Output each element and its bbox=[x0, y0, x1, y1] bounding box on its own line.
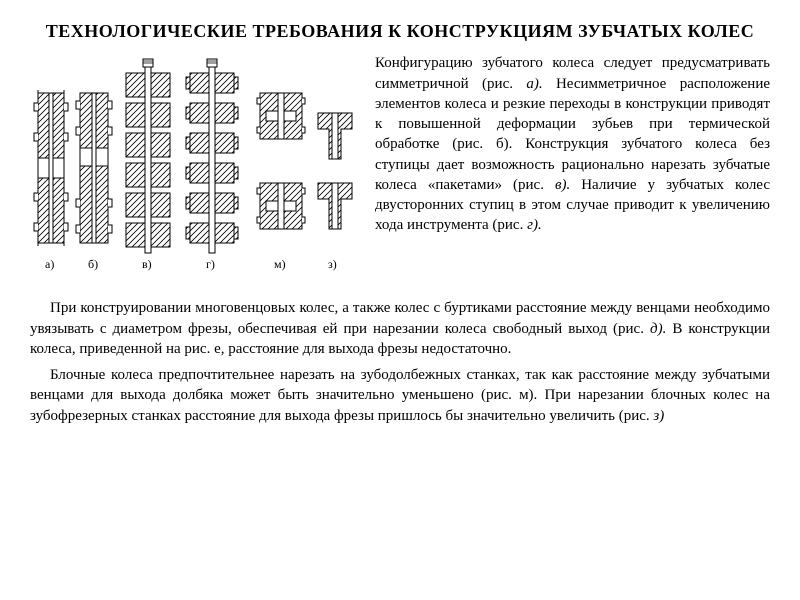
label-g: г) bbox=[206, 257, 215, 271]
label-v: в) bbox=[142, 257, 152, 271]
side-text: Конфигурацию зубчатого колеса следует пр… bbox=[375, 53, 770, 283]
top-section: а) б) в) bbox=[30, 53, 770, 283]
ref-v: в). bbox=[555, 177, 570, 193]
ref-g: г). bbox=[527, 217, 542, 233]
ref-z: з) bbox=[653, 408, 664, 424]
label-b: б) bbox=[88, 257, 98, 271]
lower-text: При конструировании многовенцовых колес,… bbox=[30, 298, 770, 426]
label-z: з) bbox=[328, 257, 337, 271]
ref-a: а). bbox=[526, 76, 542, 92]
gear-diagram: а) б) в) bbox=[30, 53, 360, 283]
side-p2: Несимметричное расположение элементов ко… bbox=[375, 76, 770, 193]
label-m: м) bbox=[274, 257, 286, 271]
label-a: а) bbox=[45, 257, 54, 271]
ref-d: д). bbox=[650, 321, 666, 337]
page-title: ТЕХНОЛОГИЧЕСКИЕ ТРЕБОВАНИЯ К КОНСТРУКЦИЯ… bbox=[30, 20, 770, 43]
